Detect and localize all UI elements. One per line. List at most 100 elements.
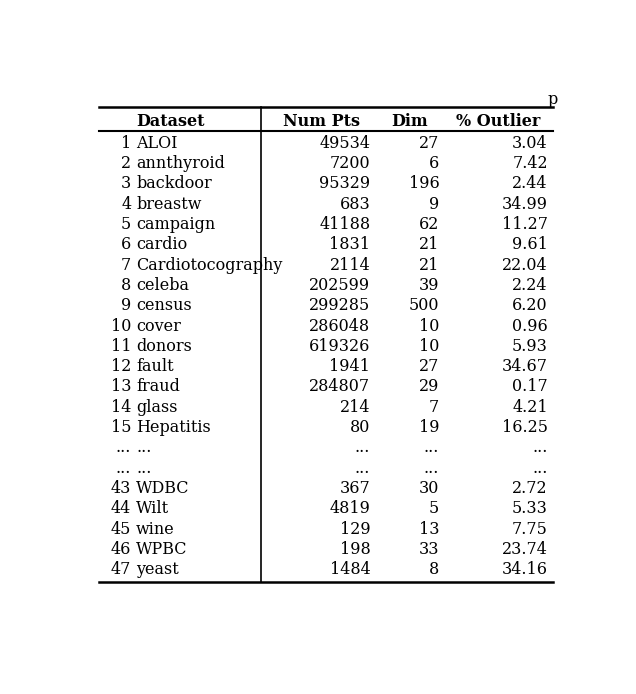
Text: 45: 45 [111,520,131,538]
Text: 500: 500 [409,297,439,314]
Text: 129: 129 [340,520,370,538]
Text: 7.75: 7.75 [512,520,548,538]
Text: 7: 7 [429,399,439,416]
Text: 62: 62 [419,216,439,233]
Text: Dim: Dim [391,112,428,130]
Text: 3.04: 3.04 [512,135,548,152]
Text: annthyroid: annthyroid [136,155,225,172]
Text: 2.44: 2.44 [512,176,548,192]
Text: ...: ... [532,439,548,457]
Text: yeast: yeast [136,561,179,578]
Text: 34.99: 34.99 [502,196,548,212]
Text: 10: 10 [419,318,439,335]
Text: 22.04: 22.04 [502,257,548,273]
Text: 2.72: 2.72 [512,480,548,497]
Text: 284807: 284807 [309,378,370,396]
Text: wine: wine [136,520,175,538]
Text: donors: donors [136,338,192,355]
Text: 5: 5 [429,500,439,517]
Text: 9.61: 9.61 [512,236,548,253]
Text: 19: 19 [419,419,439,436]
Text: 5.93: 5.93 [512,338,548,355]
Text: 15: 15 [111,419,131,436]
Text: 49534: 49534 [319,135,370,152]
Text: 4: 4 [121,196,131,212]
Text: 1484: 1484 [329,561,370,578]
Text: 6: 6 [429,155,439,172]
Text: 34.67: 34.67 [502,358,548,375]
Text: 6: 6 [121,236,131,253]
Text: 27: 27 [419,135,439,152]
Text: ALOI: ALOI [136,135,177,152]
Text: % Outlier: % Outlier [456,112,541,130]
Text: 2.24: 2.24 [512,277,548,294]
Text: 196: 196 [408,176,439,192]
Text: 2114: 2114 [329,257,370,273]
Text: 10: 10 [111,318,131,335]
Text: 7.42: 7.42 [512,155,548,172]
Text: ...: ... [355,459,370,477]
Text: 95329: 95329 [319,176,370,192]
Text: 44: 44 [111,500,131,517]
Text: 5.33: 5.33 [512,500,548,517]
Text: 34.16: 34.16 [502,561,548,578]
Text: 30: 30 [419,480,439,497]
Text: 80: 80 [350,419,370,436]
Text: ...: ... [355,439,370,457]
Text: 1: 1 [121,135,131,152]
Text: Cardiotocography: Cardiotocography [136,257,282,273]
Text: breastw: breastw [136,196,202,212]
Text: cardio: cardio [136,236,188,253]
Text: cover: cover [136,318,181,335]
Text: ...: ... [116,459,131,477]
Text: 33: 33 [419,541,439,558]
Text: p: p [548,92,558,108]
Text: ...: ... [116,439,131,457]
Text: glass: glass [136,399,177,416]
Text: 23.74: 23.74 [502,541,548,558]
Text: 286048: 286048 [309,318,370,335]
Text: fraud: fraud [136,378,180,396]
Text: 4.21: 4.21 [512,399,548,416]
Text: 10: 10 [419,338,439,355]
Text: ...: ... [424,439,439,457]
Text: Num Pts: Num Pts [282,112,359,130]
Text: 0.96: 0.96 [512,318,548,335]
Text: 41188: 41188 [319,216,370,233]
Text: Dataset: Dataset [136,112,205,130]
Text: 29: 29 [419,378,439,396]
Text: ...: ... [136,459,151,477]
Text: WDBC: WDBC [136,480,190,497]
Text: celeba: celeba [136,277,189,294]
Text: 4819: 4819 [329,500,370,517]
Text: 8: 8 [121,277,131,294]
Text: 14: 14 [111,399,131,416]
Text: 5: 5 [121,216,131,233]
Text: WPBC: WPBC [136,541,188,558]
Text: 2: 2 [121,155,131,172]
Text: 8: 8 [429,561,439,578]
Text: campaign: campaign [136,216,216,233]
Text: 7: 7 [121,257,131,273]
Text: Wilt: Wilt [136,500,169,517]
Text: 9: 9 [429,196,439,212]
Text: ...: ... [424,459,439,477]
Text: 683: 683 [340,196,370,212]
Text: Hepatitis: Hepatitis [136,419,211,436]
Text: 47: 47 [111,561,131,578]
Text: 214: 214 [340,399,370,416]
Text: 11.27: 11.27 [502,216,548,233]
Text: 16.25: 16.25 [502,419,548,436]
Text: 13: 13 [111,378,131,396]
Text: 0.17: 0.17 [512,378,548,396]
Text: 12: 12 [111,358,131,375]
Text: 43: 43 [111,480,131,497]
Text: census: census [136,297,192,314]
Text: 198: 198 [340,541,370,558]
Text: 1941: 1941 [329,358,370,375]
Text: 3: 3 [121,176,131,192]
Text: 9: 9 [121,297,131,314]
Text: 1831: 1831 [329,236,370,253]
Text: 27: 27 [419,358,439,375]
Text: 11: 11 [111,338,131,355]
